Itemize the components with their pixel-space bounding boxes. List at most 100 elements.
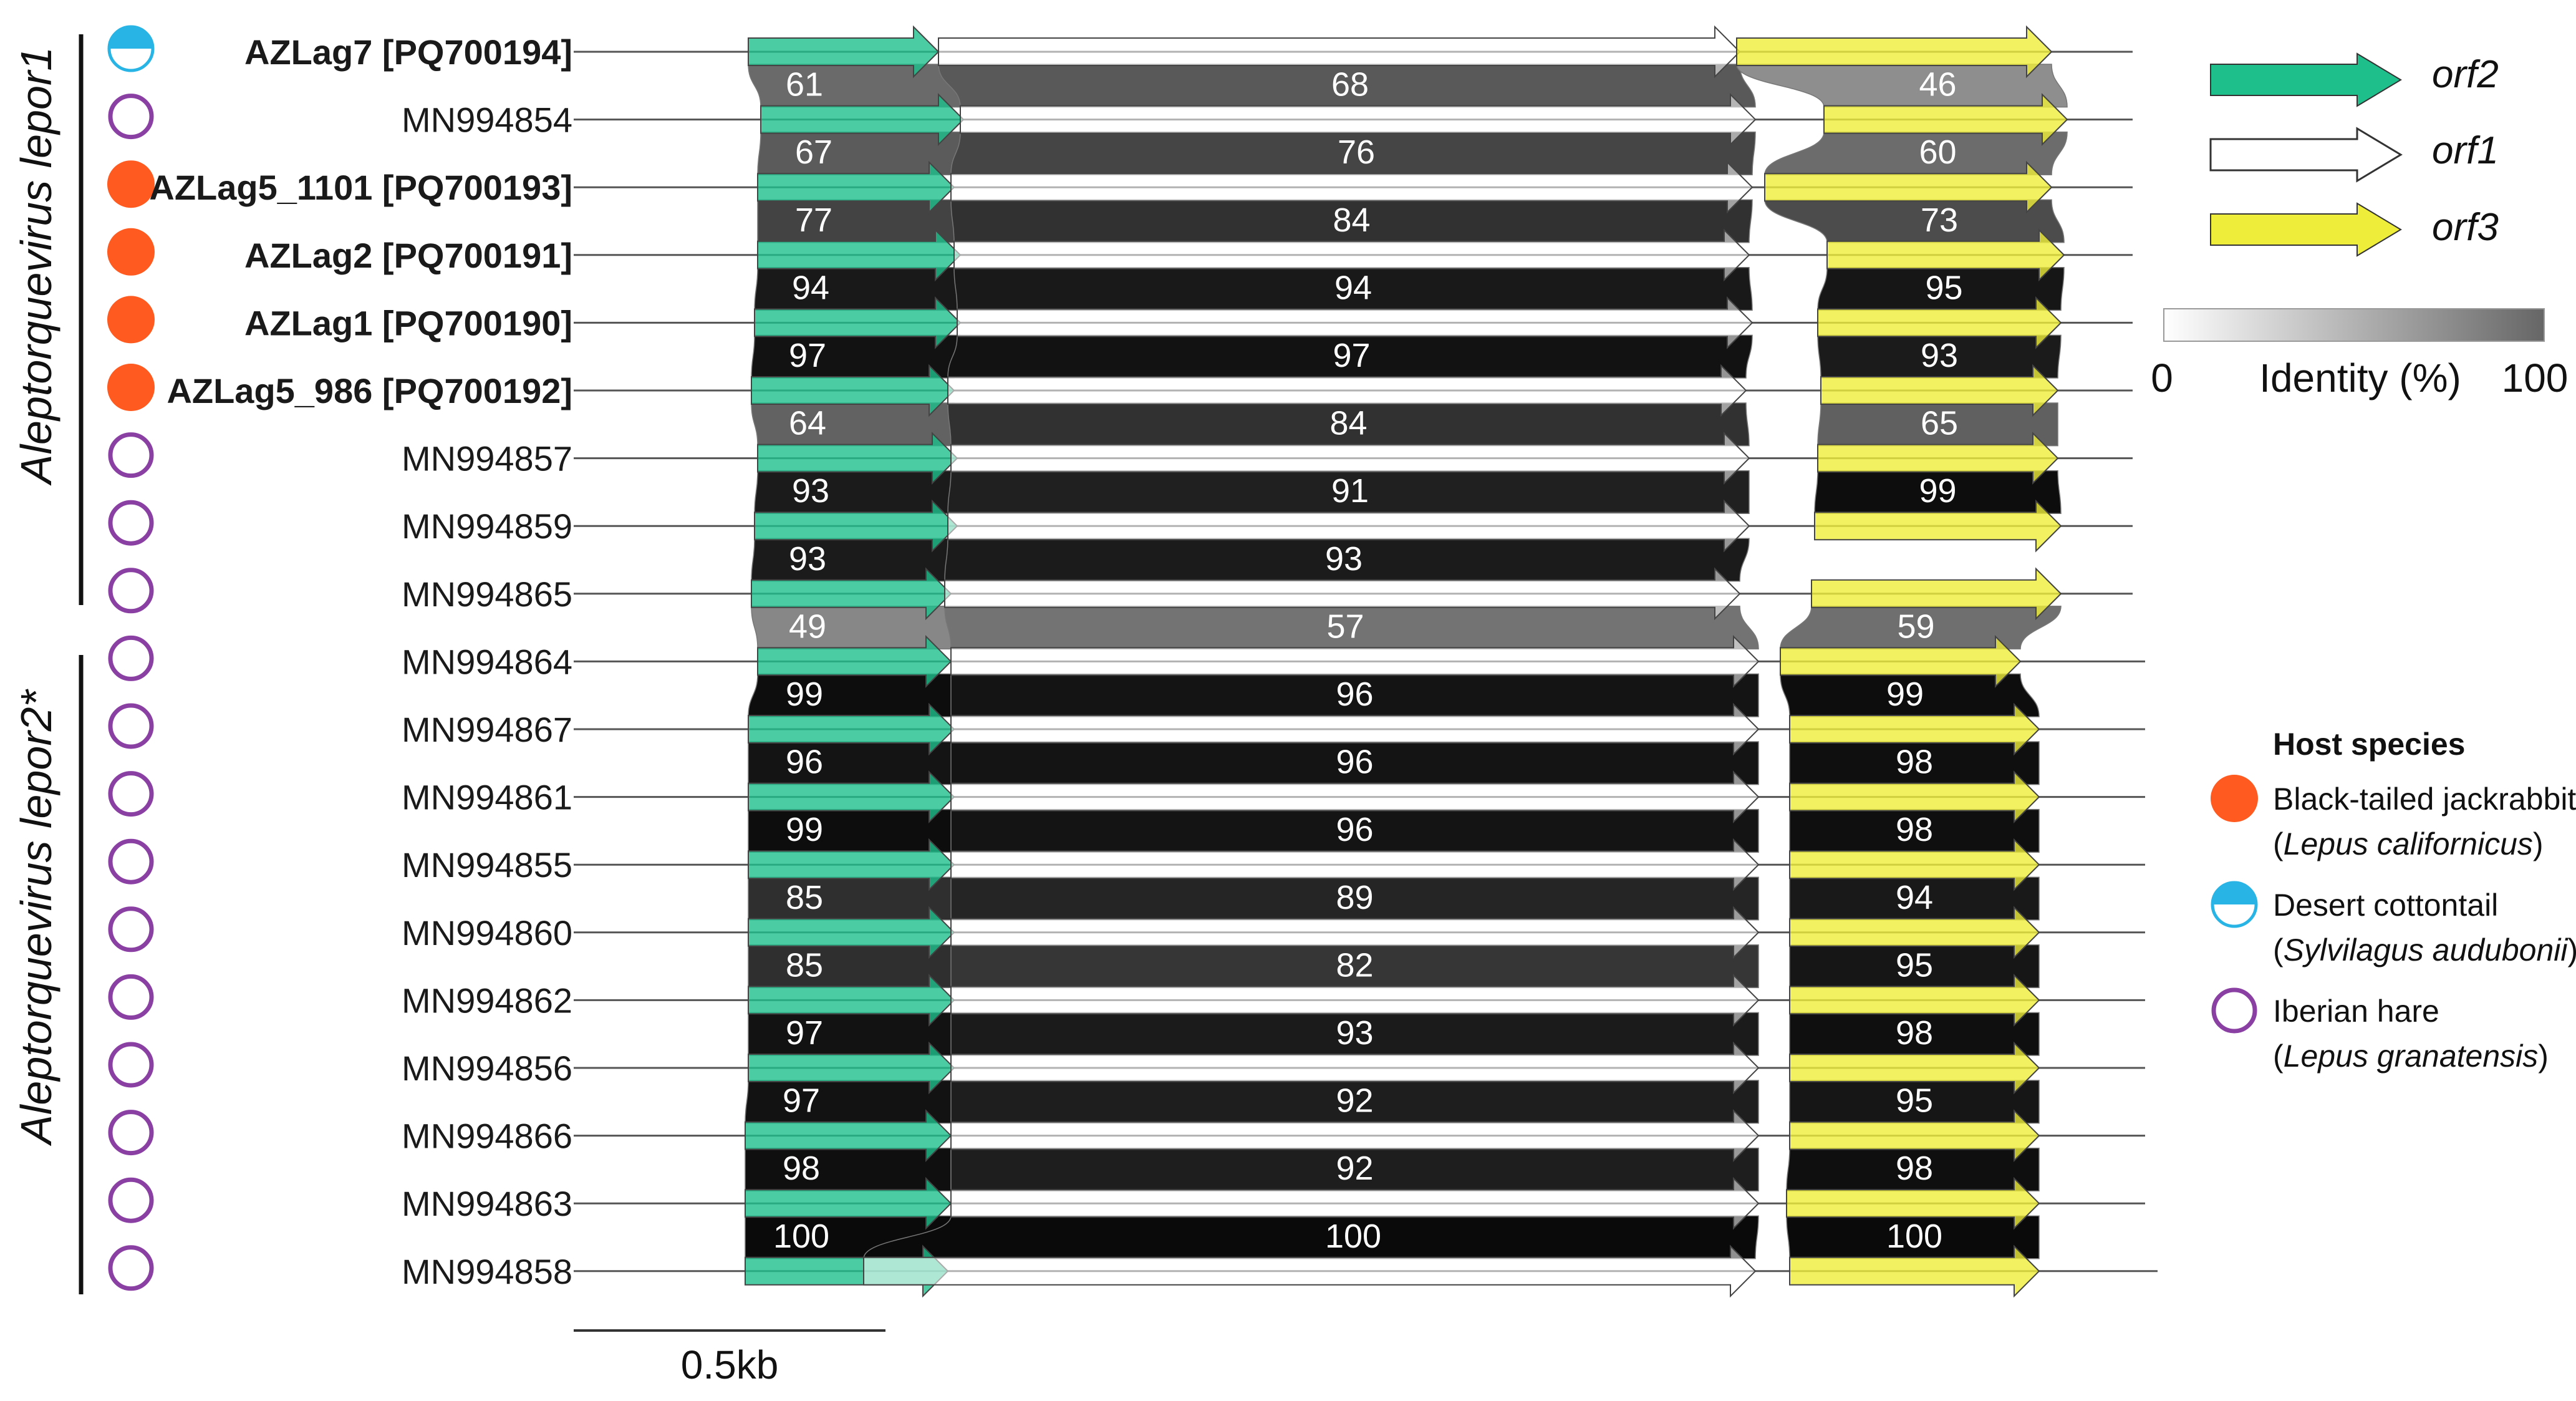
orf2-identity-band: [748, 64, 964, 108]
orf1-identity-value: 96: [1336, 744, 1373, 781]
clade-label-lepor2: Aleptorquevirus lepor2*: [12, 688, 60, 1146]
host-marker-jackrabbit: [107, 160, 155, 208]
orf2-identity-value: 97: [783, 1082, 820, 1120]
orf2-arrow: [757, 228, 962, 282]
genome-label: AZLag1 [PQ700190]: [244, 303, 572, 342]
orf2-arrow: [757, 432, 958, 485]
orf2-identity-value: 93: [792, 472, 829, 510]
orf1-arrow: [944, 567, 1741, 621]
orf3-arrow: [1789, 906, 2040, 959]
host-marker-jackrabbit: [107, 364, 155, 411]
orf3-identity-value: 95: [1896, 946, 1933, 984]
orf3-identity-value: 99: [1919, 472, 1956, 510]
orf3-identity-band: [1789, 1012, 2040, 1056]
orf1-identity-band: [950, 1012, 1759, 1056]
orf3-identity-band: [1764, 199, 2065, 243]
genome-label: MN994859: [402, 507, 572, 546]
orf2-arrow: [754, 499, 958, 553]
host-marker-jackrabbit: [107, 296, 155, 344]
orf2-arrow: [745, 1176, 952, 1230]
genome-label: MN994864: [402, 642, 572, 681]
host-marker-iberian-hare: [108, 906, 154, 953]
orf1-identity-band: [950, 1147, 1759, 1191]
orf-arrows: [745, 25, 2068, 1298]
orf1-identity-value: 92: [1336, 1082, 1373, 1120]
orf3-identity-value: 99: [1886, 676, 1924, 713]
orf2-identity-value: 85: [786, 946, 823, 984]
orf2-identity-value: 97: [786, 1014, 823, 1052]
genome-label: MN994865: [402, 574, 572, 614]
orf2-arrow: [748, 702, 955, 756]
host-marker-iberian-hare: [108, 838, 154, 885]
genome-label: MN994867: [402, 710, 572, 749]
iberian-hare-common-name: Iberian hare: [2273, 994, 2439, 1029]
clade-label-lepor1: Aleptorquevirus lepor1: [12, 47, 60, 486]
orf2-identity-value: 99: [786, 676, 823, 713]
orf1-identity-value: 57: [1326, 608, 1364, 645]
scale-bar-label: 0.5kb: [681, 1342, 779, 1387]
identity-bands: [745, 64, 2068, 1259]
orf1-arrow: [950, 1041, 1760, 1095]
black-tailed-jackrabbit-common-name: Black-tailed jackrabbit: [2273, 782, 2576, 817]
orf3-legend-arrow: [2210, 202, 2402, 257]
orf1-identity-band: [947, 402, 1750, 447]
orf3-identity-value: 95: [1925, 269, 1962, 306]
orf2-identity-band: [751, 402, 958, 447]
orf3-arrow: [1820, 364, 2059, 417]
orf2-arrow: [751, 567, 952, 621]
orf3-identity-value: 94: [1896, 879, 1933, 916]
orf2-arrow: [757, 634, 952, 688]
orf1-identity-value: 100: [1325, 1218, 1381, 1255]
orf1-identity-value: 96: [1336, 811, 1373, 848]
orf3-identity-value: 73: [1921, 201, 1958, 239]
orf1-identity-value: 84: [1329, 405, 1367, 442]
orf2-identity-value: 96: [786, 744, 823, 781]
genome-label: AZLag7 [PQ700194]: [244, 32, 572, 72]
orf3-arrow: [1789, 1109, 2040, 1163]
black-tailed-jackrabbit-latin-name: (Lepus californicus): [2273, 827, 2544, 861]
orf1-arrow: [950, 973, 1760, 1027]
host-marker-cottontail: [109, 27, 153, 49]
orf1-arrow: [950, 432, 1750, 485]
orf3-identity-band: [1789, 741, 2040, 785]
orf3-identity-band: [1789, 808, 2040, 853]
orf3-identity-value: 98: [1896, 1014, 1933, 1052]
orf2-arrow: [748, 1041, 955, 1095]
genome-label: MN994866: [402, 1117, 572, 1156]
orf1-arrow: [947, 499, 1750, 553]
identity-max-label: 100: [2502, 356, 2569, 400]
genome-label: AZLag5_1101 [PQ700193]: [149, 168, 572, 207]
genome-label: MN994858: [402, 1252, 572, 1291]
host-species-legend: Host species Black-tailed jackrabbit (Le…: [2211, 727, 2576, 1074]
orf3-identity-band: [1764, 131, 2068, 175]
orf2-legend-arrow: [2210, 52, 2402, 107]
orf3-identity-value: 100: [1886, 1218, 1942, 1255]
orf1-identity-value: 76: [1338, 133, 1375, 171]
orf1-identity-value: 84: [1333, 201, 1370, 239]
orf3-arrow: [1823, 93, 2068, 147]
orf1-identity-band: [953, 267, 1753, 311]
orf2-identity-value: 61: [786, 66, 823, 104]
orf1-identity-band: [863, 1215, 1759, 1259]
orf3-identity-band: [1780, 606, 2062, 650]
orf1-arrow: [950, 160, 1754, 214]
orf3-arrow: [1764, 160, 2053, 214]
orf2-identity-value: 67: [795, 133, 832, 171]
orf2-identity-band: [748, 944, 955, 989]
host-markers: [107, 25, 155, 1291]
orf2-identity-band: [748, 741, 955, 785]
orf2-arrow: [748, 838, 955, 891]
orf3-arrow: [1780, 634, 2022, 688]
orf2-identity-value: 94: [792, 269, 829, 306]
clade-annotations: Aleptorquevirus lepor1 Aleptorquevirus l…: [12, 34, 84, 1294]
orf1-identity-value: 93: [1336, 1014, 1373, 1052]
genome-label: AZLag2 [PQ700191]: [244, 236, 572, 275]
host-marker-iberian-hare: [108, 771, 154, 817]
orf3-arrow: [1789, 973, 2040, 1027]
genome-label: MN994860: [402, 913, 572, 953]
orf1-arrow: [950, 634, 1760, 688]
iberian-hare-latin-name: (Lepus granatensis): [2273, 1039, 2549, 1074]
host-marker-iberian-hare: [108, 1177, 154, 1223]
orf3-identity-value: 93: [1921, 337, 1958, 374]
